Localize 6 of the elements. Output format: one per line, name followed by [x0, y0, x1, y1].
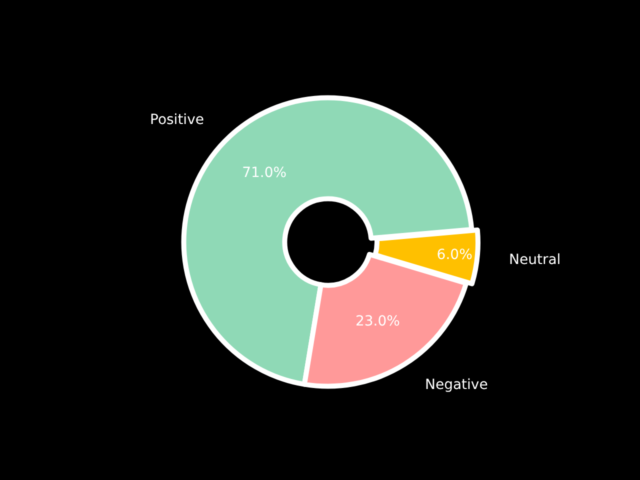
slice-label: Neutral	[509, 252, 561, 268]
data-label: 6.0%	[436, 246, 472, 263]
data-label: 71.0%	[242, 165, 287, 182]
slice-label: Positive	[150, 112, 204, 128]
data-label: 23.0%	[355, 314, 400, 330]
slice-label: Negative	[425, 377, 488, 393]
